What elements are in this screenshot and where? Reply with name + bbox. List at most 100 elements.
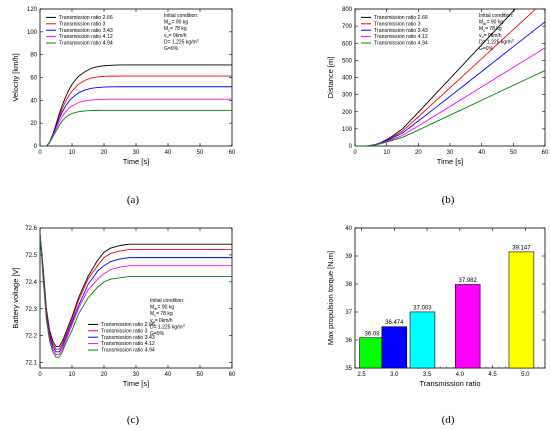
note-line-2: Mdr= 90 kg bbox=[164, 20, 188, 26]
y-tick-label: 35 bbox=[345, 366, 352, 372]
y-tick-label: 800 bbox=[342, 7, 353, 13]
note-line-5: D= 1.225 kg/m3 bbox=[164, 38, 199, 45]
x-tick-label: 60 bbox=[542, 150, 549, 156]
bar-3 bbox=[409, 311, 436, 369]
note-line-5: D= 1.225 kg/m3 bbox=[479, 38, 514, 45]
y-tick-label: 100 bbox=[27, 30, 38, 36]
legend-label-2: Transmission ratio 3 bbox=[374, 21, 421, 27]
bar-4 bbox=[454, 284, 481, 369]
series-line-3 bbox=[40, 233, 232, 353]
note-line-4: vo= 0km/h bbox=[479, 33, 502, 39]
note-line-1: Initial condition: bbox=[479, 13, 513, 19]
series-line-5 bbox=[40, 109, 232, 146]
plot-frame bbox=[39, 227, 233, 369]
legend-label-5: Transmission ratio 4.94 bbox=[374, 41, 428, 47]
note-line-3: Mc= 78 kg bbox=[150, 311, 173, 317]
x-tick-label: 10 bbox=[383, 150, 390, 156]
y-tick-label: 72.5 bbox=[25, 253, 37, 259]
legend-label-3: Transmission ratio 3.43 bbox=[101, 335, 155, 341]
note-line-6: G=0% bbox=[150, 331, 165, 337]
note-line-1: Initial condition: bbox=[150, 298, 184, 304]
x-tick-label: 50 bbox=[197, 150, 204, 156]
x-axis-title: Time [s] bbox=[123, 379, 149, 388]
y-tick-label: 500 bbox=[342, 58, 353, 64]
series-line-4 bbox=[40, 233, 232, 355]
y-tick-label: 120 bbox=[27, 7, 38, 13]
y-tick-label: 60 bbox=[30, 76, 37, 82]
y-tick-label: 40 bbox=[345, 226, 352, 232]
x-tick-label: 2.5 bbox=[357, 372, 366, 378]
x-tick-label: 20 bbox=[101, 150, 108, 156]
note-line-4: vo= 0km/h bbox=[150, 318, 173, 324]
plot-frame bbox=[39, 8, 233, 147]
series-line-5 bbox=[40, 233, 232, 358]
series-line-1 bbox=[40, 233, 232, 347]
legend-label-4: Transmission ratio 4.12 bbox=[101, 341, 155, 347]
panel-label-a: (a) bbox=[127, 194, 140, 206]
y-tick-label: 72.2 bbox=[25, 334, 37, 340]
note-line-3: Mc= 78 kg bbox=[164, 26, 187, 32]
y-tick-label: 20 bbox=[30, 121, 37, 127]
x-tick-label: 10 bbox=[69, 150, 76, 156]
note-line-2: Mdr= 90 kg bbox=[479, 20, 503, 26]
legend-label-2: Transmission ratio 3 bbox=[101, 328, 148, 334]
chart-panel-c: 0 10 20 30 40 50 60 72.1 72.2 72.3 72.4 72.5 72.6 Tim… bbox=[11, 226, 236, 388]
legend-label-4: Transmission ratio 4.12 bbox=[374, 34, 428, 40]
y-tick-label: 600 bbox=[342, 41, 353, 47]
bar-1 bbox=[359, 337, 385, 369]
panel-label-b: (b) bbox=[442, 194, 455, 206]
x-tick-label: 3.0 bbox=[390, 372, 399, 378]
y-tick-label: 0 bbox=[349, 144, 353, 150]
y-axis-title: Max propulsion torque [N.m] bbox=[326, 251, 335, 345]
y-tick-label: 400 bbox=[342, 76, 353, 82]
bar-5 bbox=[508, 251, 535, 369]
x-tick-label: 40 bbox=[478, 150, 485, 156]
y-tick-label: 80 bbox=[30, 53, 37, 59]
y-tick-label: 36 bbox=[345, 338, 352, 344]
bar-value-label-4: 37.982 bbox=[459, 278, 478, 284]
note-line-3: Mc= 78 kg bbox=[479, 26, 502, 32]
y-tick-label: 72.4 bbox=[25, 280, 37, 286]
y-axis-title: Distance [m] bbox=[326, 57, 335, 99]
bar-value-label-3: 37.003 bbox=[413, 305, 432, 311]
chart-panel-d: 2.5 3.0 3.5 4.0 4.5 5.0 35 36 37 38 39 40 Transmissi… bbox=[326, 226, 546, 388]
panel-label-c: (c) bbox=[127, 414, 140, 426]
legend-label-2: Transmission ratio 3 bbox=[59, 21, 106, 27]
note-line-6: G=0% bbox=[479, 46, 494, 52]
legend-label-1: Transmission ratio 2.66 bbox=[101, 322, 155, 328]
note-line-1: Initial condition: bbox=[164, 13, 198, 19]
x-tick-label: 0 bbox=[353, 150, 357, 156]
series-line-3 bbox=[40, 86, 232, 146]
series-line-4 bbox=[40, 98, 232, 146]
bar-value-label-2: 36.474 bbox=[385, 320, 404, 326]
bar-2 bbox=[381, 326, 408, 369]
y-tick-label: 39 bbox=[345, 254, 352, 260]
series-line-5 bbox=[355, 70, 545, 146]
plot-frame bbox=[354, 8, 546, 147]
x-tick-label: 30 bbox=[133, 372, 140, 378]
bar-value-label-5: 39.147 bbox=[512, 245, 531, 251]
x-axis-title: Time [s] bbox=[437, 157, 463, 166]
y-tick-label: 200 bbox=[342, 110, 353, 116]
y-tick-label: 72.1 bbox=[25, 361, 37, 367]
y-tick-label: 0 bbox=[34, 144, 38, 150]
legend-label-1: Transmission ratio 2.66 bbox=[59, 15, 113, 21]
y-tick-label: 700 bbox=[342, 24, 353, 30]
y-tick-label: 300 bbox=[342, 93, 353, 99]
y-tick-label: 40 bbox=[30, 98, 37, 104]
y-tick-label: 37 bbox=[345, 310, 352, 316]
x-tick-label: 30 bbox=[447, 150, 454, 156]
x-tick-label: 10 bbox=[69, 372, 76, 378]
x-tick-label: 40 bbox=[165, 372, 172, 378]
x-axis-title: Transmission ratio bbox=[420, 379, 481, 388]
x-tick-label: 4.5 bbox=[488, 372, 497, 378]
x-tick-label: 50 bbox=[197, 372, 204, 378]
x-tick-label: 50 bbox=[510, 150, 517, 156]
note-line-4: vo= 0km/h bbox=[164, 33, 187, 39]
